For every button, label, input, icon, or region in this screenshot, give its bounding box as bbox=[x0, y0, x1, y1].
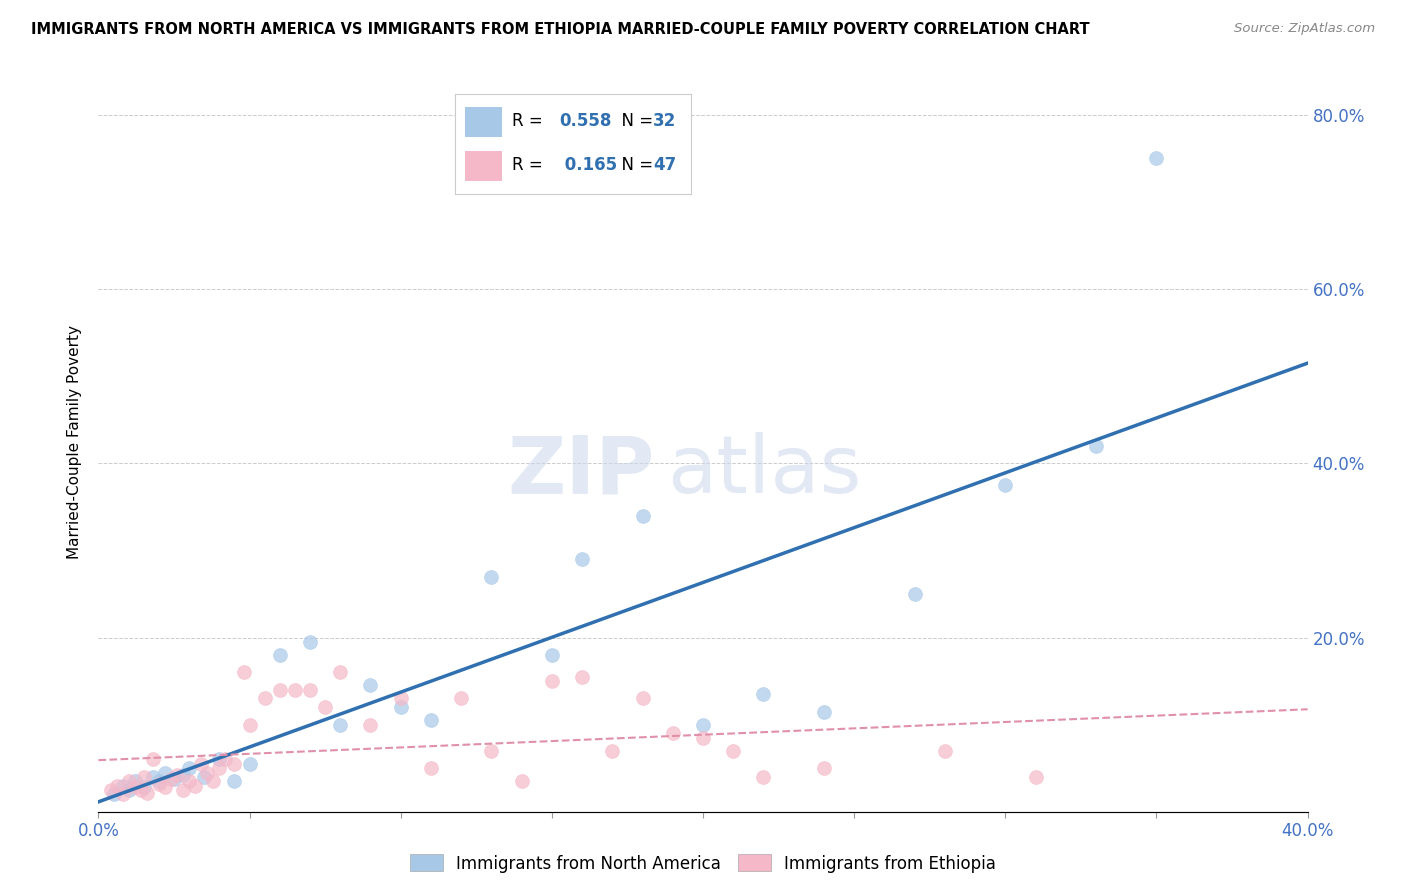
Point bbox=[208, 752, 231, 766]
Point bbox=[163, 772, 186, 786]
Point bbox=[904, 587, 927, 601]
Point bbox=[481, 569, 503, 583]
Point bbox=[142, 752, 165, 766]
Point bbox=[602, 744, 624, 758]
Point bbox=[269, 648, 291, 662]
Point bbox=[239, 756, 262, 771]
Point bbox=[105, 779, 128, 793]
Point bbox=[389, 700, 412, 714]
Point bbox=[360, 717, 382, 731]
Point bbox=[299, 635, 322, 649]
Point bbox=[481, 744, 503, 758]
Point bbox=[118, 783, 141, 797]
Y-axis label: Married-Couple Family Poverty: Married-Couple Family Poverty bbox=[67, 325, 83, 558]
Point bbox=[631, 691, 654, 706]
Point bbox=[540, 648, 562, 662]
Point bbox=[314, 700, 336, 714]
Point bbox=[232, 665, 254, 680]
Text: IMMIGRANTS FROM NORTH AMERICA VS IMMIGRANTS FROM ETHIOPIA MARRIED-COUPLE FAMILY : IMMIGRANTS FROM NORTH AMERICA VS IMMIGRA… bbox=[31, 22, 1090, 37]
Point bbox=[813, 761, 835, 775]
Point bbox=[111, 787, 134, 801]
Point bbox=[103, 787, 125, 801]
Point bbox=[571, 670, 593, 684]
Point bbox=[813, 705, 835, 719]
Point bbox=[284, 682, 307, 697]
Point bbox=[142, 770, 165, 784]
Point bbox=[571, 552, 593, 566]
Point bbox=[752, 687, 775, 701]
Point bbox=[692, 717, 714, 731]
Point bbox=[172, 768, 194, 782]
Point bbox=[450, 691, 472, 706]
Point bbox=[360, 678, 382, 692]
Point bbox=[179, 761, 201, 775]
Point bbox=[239, 717, 262, 731]
Point bbox=[135, 786, 157, 800]
Point bbox=[172, 783, 194, 797]
Point bbox=[994, 478, 1017, 492]
Point bbox=[111, 779, 134, 793]
Point bbox=[148, 774, 170, 789]
Point bbox=[389, 691, 412, 706]
Legend: Immigrants from North America, Immigrants from Ethiopia: Immigrants from North America, Immigrant… bbox=[404, 847, 1002, 880]
Point bbox=[124, 780, 146, 795]
Point bbox=[160, 772, 183, 786]
Point bbox=[1085, 439, 1108, 453]
Point bbox=[153, 780, 176, 795]
Point bbox=[132, 770, 155, 784]
Point bbox=[166, 768, 188, 782]
Point bbox=[661, 726, 683, 740]
Point bbox=[269, 682, 291, 697]
Point bbox=[214, 752, 236, 766]
Text: atlas: atlas bbox=[666, 432, 860, 510]
Text: ZIP: ZIP bbox=[508, 432, 655, 510]
Point bbox=[179, 774, 201, 789]
Point bbox=[329, 665, 352, 680]
Point bbox=[1144, 152, 1167, 166]
Point bbox=[253, 691, 276, 706]
Point bbox=[752, 770, 775, 784]
Point bbox=[540, 674, 562, 689]
Point bbox=[510, 774, 533, 789]
Point bbox=[124, 774, 146, 789]
Point bbox=[153, 765, 176, 780]
Point bbox=[118, 774, 141, 789]
Point bbox=[631, 508, 654, 523]
Point bbox=[420, 713, 443, 727]
Point bbox=[1024, 770, 1046, 784]
Point bbox=[184, 779, 207, 793]
Point bbox=[224, 756, 246, 771]
Point bbox=[100, 783, 122, 797]
Point bbox=[193, 770, 215, 784]
Point bbox=[692, 731, 714, 745]
Point bbox=[132, 780, 155, 795]
Point bbox=[420, 761, 443, 775]
Point bbox=[195, 765, 218, 780]
Point bbox=[208, 761, 231, 775]
Point bbox=[329, 717, 352, 731]
Point bbox=[129, 783, 152, 797]
Point bbox=[148, 777, 170, 791]
Point bbox=[723, 744, 745, 758]
Point bbox=[190, 756, 212, 771]
Point bbox=[934, 744, 956, 758]
Point bbox=[299, 682, 322, 697]
Point bbox=[202, 774, 225, 789]
Text: Source: ZipAtlas.com: Source: ZipAtlas.com bbox=[1234, 22, 1375, 36]
Point bbox=[224, 774, 246, 789]
